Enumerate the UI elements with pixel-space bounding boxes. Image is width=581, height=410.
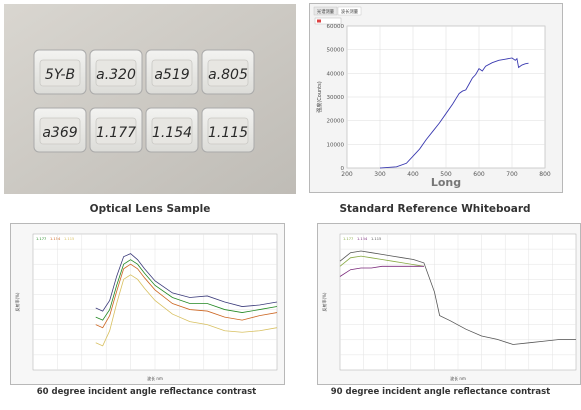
- d60-series-line: [95, 263, 278, 329]
- whiteboard-tab-label: 波长测量: [341, 8, 359, 15]
- sample-label: 1.154: [152, 125, 192, 141]
- deg90-x-label: 波长 nm: [450, 375, 466, 381]
- whiteboard-xtick: 800: [539, 171, 551, 178]
- whiteboard-x-label: Long: [431, 176, 461, 189]
- d90-series-line: [339, 250, 576, 345]
- deg90-chart: 1.177 1.154 1.115 波长 nm 反射率(%): [317, 223, 581, 385]
- sample-label: 5Y-B: [45, 67, 75, 83]
- sample-box-lid: [207, 117, 249, 145]
- sample-box: a.320: [89, 49, 143, 95]
- d60-legend-item: 1.115: [64, 237, 74, 241]
- sample-label: 1.115: [208, 125, 248, 141]
- sample-box: 5Y-B: [33, 49, 87, 95]
- lens-sample-illustration: 5Y-B a.320 a519 a.805 a369 1.177 1.154 1.115: [4, 4, 296, 194]
- caption-whiteboard: Standard Reference Whiteboard: [339, 203, 531, 215]
- whiteboard-ytick: 0: [341, 166, 345, 172]
- lens-sample-photo: 5Y-B a.320 a519 a.805 a369 1.177 1.154 1.115: [4, 4, 296, 194]
- sample-box: 1.154: [145, 107, 199, 153]
- whiteboard-chart: 光谱测量 波长测量 200 300 400 500 600 700 800 0 10000 2000…: [309, 3, 563, 193]
- whiteboard-ytick: 20000: [327, 119, 345, 125]
- sample-box-lid: [95, 117, 137, 145]
- whiteboard-y-label: 强度(Counts): [316, 81, 323, 112]
- sample-box-lid: [39, 59, 81, 87]
- deg60-chart-svg: 1.177 1.154 1.115 波长 nm 反射率(%): [11, 224, 284, 384]
- deg60-chart: 1.177 1.154 1.115 波长 nm 反射率(%): [10, 223, 285, 385]
- whiteboard-tab-label: 光谱测量: [317, 8, 335, 15]
- sample-box: a369: [33, 107, 87, 153]
- whiteboard-xtick: 300: [374, 171, 386, 178]
- sample-label: a369: [42, 125, 77, 141]
- whiteboard-tab: [337, 6, 362, 16]
- whiteboard-tab: [313, 6, 338, 16]
- caption-lens: Optical Lens Sample: [89, 203, 211, 215]
- whiteboard-dropdown-swatch: [317, 19, 321, 23]
- whiteboard-ytick: 50000: [327, 48, 345, 54]
- d90-legend-item: 1.177: [343, 237, 353, 241]
- whiteboard-ytick: 30000: [327, 95, 345, 101]
- whiteboard-xtick: 400: [407, 171, 419, 178]
- d90-legend-item: 1.154: [357, 237, 368, 241]
- sample-label: 1.177: [96, 125, 136, 141]
- whiteboard-dropdown: [314, 17, 342, 25]
- d90-series-line: [339, 265, 424, 277]
- deg60-x-label: 波长 nm: [147, 375, 163, 381]
- whiteboard-series-line: [379, 57, 529, 169]
- sample-row-top: 5Y-B a.320 a519 a.805: [33, 49, 255, 95]
- d60-legend-item: 1.177: [36, 237, 46, 241]
- whiteboard-chart-svg: 光谱测量 波长测量 200 300 400 500 600 700 800 0 10000 2000…: [310, 4, 562, 192]
- caption-60deg: 60 degree incident angle reflectance con…: [36, 387, 257, 397]
- whiteboard-xtick: 600: [473, 171, 485, 178]
- sample-label: a.805: [208, 67, 248, 83]
- sample-label: a519: [154, 67, 189, 83]
- d90-legend-item: 1.115: [371, 237, 381, 241]
- sample-box: a519: [145, 49, 199, 95]
- d60-series-line: [95, 274, 278, 347]
- whiteboard-ytick: 40000: [327, 71, 345, 77]
- sample-label: a.320: [96, 67, 136, 83]
- d90-series-line: [339, 255, 424, 267]
- sample-box-lid: [95, 59, 137, 87]
- whiteboard-xtick: 700: [506, 171, 518, 178]
- d60-series-line: [95, 253, 278, 312]
- caption-90deg: 90 degree incident angle reflectance con…: [330, 387, 551, 397]
- whiteboard-xtick: 500: [440, 171, 452, 178]
- deg90-y-label: 反射率(%): [321, 292, 327, 311]
- whiteboard-ytick: 10000: [327, 142, 345, 148]
- sample-row-bottom: a369 1.177 1.154 1.115: [33, 107, 255, 153]
- sample-box: 1.177: [89, 107, 143, 153]
- sample-box-lid: [151, 59, 193, 87]
- sample-box: a.805: [201, 49, 255, 95]
- d60-series-line: [95, 259, 278, 321]
- d60-legend-item: 1.154: [50, 237, 61, 241]
- deg60-y-label: 反射率(%): [14, 292, 20, 311]
- deg90-chart-svg: 1.177 1.154 1.115 波长 nm 反射率(%): [318, 224, 580, 384]
- whiteboard-xtick: 200: [341, 171, 353, 178]
- sample-box-lid: [207, 59, 249, 87]
- sample-box: 1.115: [201, 107, 255, 153]
- whiteboard-ytick: 60000: [327, 24, 345, 30]
- sample-box-lid: [151, 117, 193, 145]
- sample-box-lid: [39, 117, 81, 145]
